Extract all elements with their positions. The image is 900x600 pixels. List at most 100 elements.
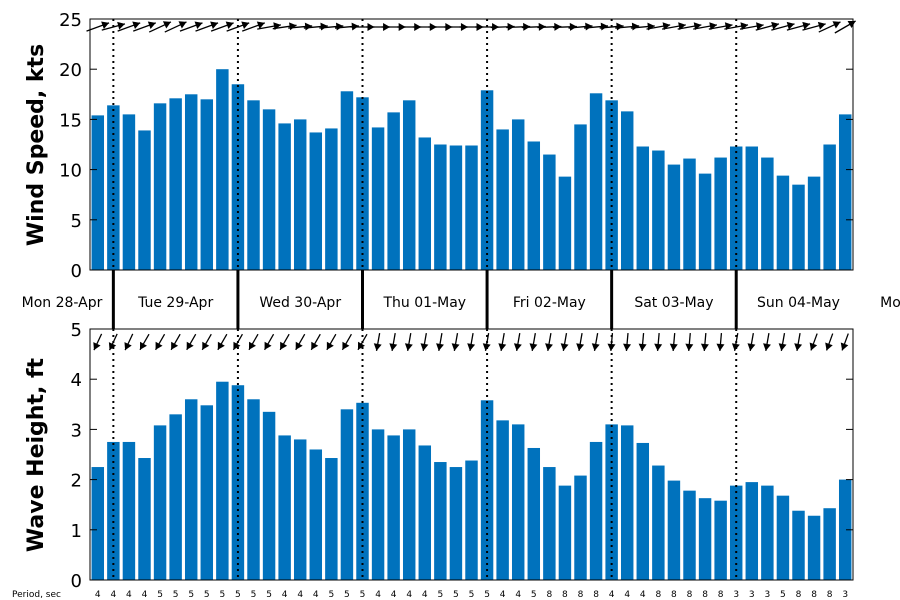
wave-bar (589, 441, 603, 580)
wave-axes-box (89, 328, 854, 581)
wave-direction-arrow-icon (529, 333, 538, 351)
y-tick-label: 2 (71, 471, 82, 492)
wave-direction-arrow-icon (747, 333, 756, 351)
y-tick-label: 25 (59, 10, 82, 31)
wave-direction-arrow-icon (669, 332, 678, 352)
period-value: 4 (624, 590, 630, 600)
wind-direction-arrow-icon (552, 22, 577, 31)
wind-bar (231, 84, 245, 270)
period-value: 5 (266, 590, 272, 600)
wave-direction-arrow-icon (731, 333, 740, 351)
wind-bar (169, 98, 182, 270)
wave-bar (511, 424, 525, 580)
wind-direction-arrow-icon (802, 21, 826, 31)
day-label: Sun 04-May (757, 295, 840, 311)
wave-direction-arrow-icon (576, 333, 585, 351)
wind-bar (792, 184, 805, 270)
wind-bar (91, 115, 105, 270)
wind-bar (247, 100, 260, 270)
wave-bar (216, 381, 229, 580)
wave-bar (184, 399, 198, 580)
y-tick-label: 0 (71, 261, 82, 282)
wind-bar (683, 158, 696, 270)
wave-direction-arrow-icon (310, 333, 321, 351)
y-tick-label: 4 (71, 370, 82, 391)
wave-direction-arrow-icon (264, 333, 275, 351)
wave-bar (761, 485, 774, 580)
wind-direction-arrow-icon (739, 22, 764, 31)
wind-bar (729, 146, 743, 270)
wind-direction-arrow-icon (615, 22, 640, 31)
wind-bar (325, 128, 338, 270)
period-value: 8 (827, 590, 833, 600)
wind-bar (496, 129, 509, 270)
period-value: 8 (546, 590, 552, 600)
wind-direction-arrow-icon (303, 22, 328, 31)
wind-bar (340, 91, 354, 271)
wave-bar (387, 435, 400, 580)
wind-bar (838, 114, 852, 270)
wind-bar (418, 137, 432, 270)
wind-direction-arrow-icon (179, 21, 203, 32)
wind-axes-box (89, 18, 854, 271)
wave-bar (402, 429, 416, 580)
wind-direction-arrow-icon (771, 21, 795, 31)
wind-direction-arrow-icon (117, 21, 141, 32)
wave-bar (605, 424, 618, 580)
wave-bar (776, 495, 790, 580)
wave-bar (838, 479, 852, 580)
wind-bar (807, 176, 821, 270)
period-value: 4 (297, 590, 303, 600)
wave-direction-arrow-icon (373, 333, 382, 351)
wave-direction-arrow-icon (513, 333, 522, 351)
wave-bar (807, 515, 821, 580)
wave-direction-arrow-icon (436, 333, 444, 351)
period-value: 5 (328, 590, 334, 600)
wave-bar (169, 414, 182, 580)
period-value: 5 (235, 590, 241, 600)
wind-bar (776, 175, 790, 270)
wave-bar (558, 485, 572, 580)
y-tick-label: 15 (59, 110, 82, 131)
wave-direction-arrow-icon (186, 333, 197, 351)
wind-bar (480, 90, 494, 270)
wave-bar (574, 475, 587, 580)
wind-direction-arrow-icon (86, 21, 110, 32)
wave-bar (371, 429, 385, 580)
period-value: 8 (811, 590, 817, 600)
wave-bar (278, 435, 291, 580)
period-value: 5 (344, 590, 350, 600)
day-label: Sat 03-May (634, 295, 713, 311)
wave-bar (496, 420, 509, 580)
wave-direction-arrow-icon (326, 333, 337, 351)
period-value: 8 (671, 590, 677, 600)
period-value: 5 (251, 590, 257, 600)
wave-direction-arrow-icon (763, 333, 771, 351)
period-value: 3 (764, 590, 770, 600)
wind-bar (605, 100, 618, 270)
wave-direction-arrow-icon (778, 333, 787, 351)
period-value: 4 (142, 590, 148, 600)
period-value: 5 (437, 590, 443, 600)
period-value: 8 (687, 590, 693, 600)
period-value: 5 (173, 590, 179, 600)
wave-bar (652, 465, 665, 580)
day-label: Fri 02-May (513, 295, 586, 311)
wind-direction-arrow-icon (786, 21, 811, 31)
wind-direction-arrow-icon (319, 22, 344, 31)
wave-bar (247, 399, 260, 580)
wave-bar (729, 485, 743, 580)
wind-bar (465, 145, 478, 270)
wind-bar (589, 93, 603, 271)
wave-direction-arrow-icon (108, 333, 118, 351)
wind-bar (153, 103, 167, 270)
period-value: 4 (126, 590, 132, 600)
wind-direction-arrow-icon (133, 21, 156, 32)
wind-direction-arrow-icon (599, 22, 624, 31)
wind-bar (122, 114, 136, 270)
wave-direction-arrow-icon (93, 333, 103, 351)
wave-direction-arrow-icon (467, 333, 476, 351)
period-value: 4 (609, 590, 615, 600)
wave-bar (620, 425, 634, 580)
wave-bar (418, 445, 432, 580)
